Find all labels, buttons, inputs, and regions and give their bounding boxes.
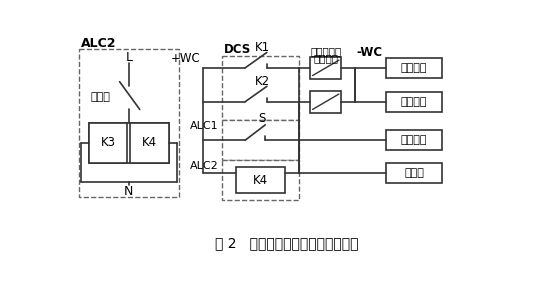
Text: K1: K1	[255, 41, 270, 54]
Bar	[386, 163, 442, 183]
Bar	[88, 123, 169, 163]
Text: DCS: DCS	[223, 43, 251, 56]
Text: 油压低: 油压低	[90, 92, 110, 102]
Bar	[236, 167, 286, 193]
Text: 现场急停: 现场急停	[401, 135, 427, 145]
Text: N: N	[124, 185, 134, 197]
Text: ALC2: ALC2	[81, 38, 116, 51]
Text: ALC1: ALC1	[190, 121, 219, 131]
Bar	[386, 92, 442, 112]
Bar	[80, 49, 179, 197]
Bar	[222, 56, 300, 120]
Text: 图 2   改造后主电动机控制原理示意: 图 2 改造后主电动机控制原理示意	[215, 237, 359, 250]
Bar	[88, 123, 127, 163]
Text: K2: K2	[255, 75, 270, 88]
Bar	[222, 120, 300, 160]
Text: 辅助触点: 辅助触点	[313, 54, 338, 64]
Bar	[130, 123, 169, 163]
Text: 油压低: 油压低	[404, 168, 424, 178]
Text: L: L	[125, 51, 132, 64]
Text: S: S	[259, 112, 266, 125]
Text: 小车断路器: 小车断路器	[310, 46, 342, 56]
Bar	[386, 58, 442, 78]
Bar	[310, 91, 341, 112]
Text: +WC: +WC	[170, 52, 200, 65]
Bar	[310, 57, 341, 79]
Bar	[222, 160, 300, 200]
Text: -WC: -WC	[357, 46, 383, 59]
Text: 集中分闸: 集中分闸	[401, 97, 427, 107]
Bar	[386, 130, 442, 150]
Text: ALC2: ALC2	[190, 161, 219, 171]
Text: K4: K4	[142, 136, 157, 149]
Text: K3: K3	[100, 136, 115, 149]
Text: 集中合闸: 集中合闸	[401, 63, 427, 73]
Text: K4: K4	[253, 174, 268, 187]
